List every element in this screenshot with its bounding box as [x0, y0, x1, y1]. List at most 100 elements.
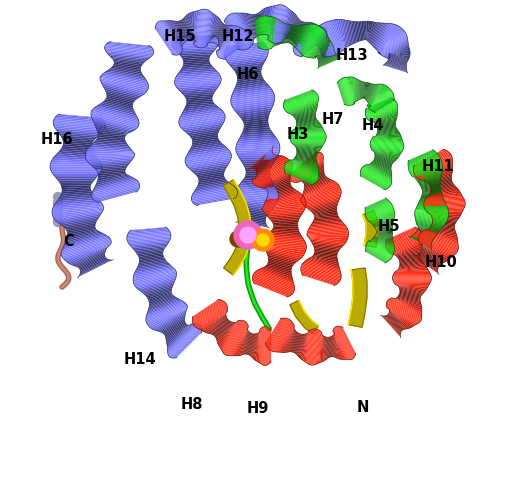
Polygon shape: [236, 201, 276, 207]
Polygon shape: [294, 25, 302, 47]
Polygon shape: [371, 84, 383, 107]
Polygon shape: [269, 319, 290, 350]
Polygon shape: [310, 224, 345, 228]
Polygon shape: [78, 260, 112, 277]
Polygon shape: [285, 329, 295, 352]
Polygon shape: [225, 18, 242, 50]
Polygon shape: [296, 154, 316, 159]
Polygon shape: [94, 165, 128, 169]
Polygon shape: [416, 209, 448, 211]
Polygon shape: [390, 298, 422, 317]
Polygon shape: [290, 300, 318, 334]
Polygon shape: [343, 78, 352, 105]
Polygon shape: [336, 19, 345, 49]
Polygon shape: [174, 330, 202, 358]
Polygon shape: [264, 238, 305, 243]
Polygon shape: [417, 224, 441, 230]
Polygon shape: [290, 135, 326, 136]
Text: H13: H13: [336, 48, 369, 63]
Polygon shape: [241, 330, 248, 355]
Polygon shape: [239, 110, 271, 117]
Polygon shape: [393, 274, 431, 275]
Polygon shape: [282, 10, 291, 41]
Polygon shape: [292, 143, 324, 145]
Polygon shape: [160, 21, 182, 53]
Polygon shape: [337, 82, 345, 105]
Polygon shape: [226, 17, 243, 50]
Polygon shape: [421, 252, 440, 266]
Polygon shape: [100, 77, 149, 88]
Polygon shape: [92, 182, 139, 197]
Polygon shape: [308, 329, 313, 364]
Polygon shape: [386, 306, 418, 324]
Polygon shape: [148, 298, 177, 310]
Polygon shape: [388, 45, 409, 59]
Polygon shape: [389, 58, 407, 64]
Text: H4: H4: [362, 118, 384, 133]
Polygon shape: [424, 202, 465, 205]
Polygon shape: [315, 330, 320, 365]
Polygon shape: [64, 221, 96, 228]
Polygon shape: [207, 16, 218, 44]
Polygon shape: [409, 158, 441, 173]
Polygon shape: [253, 157, 287, 179]
Polygon shape: [389, 311, 406, 329]
Polygon shape: [347, 77, 355, 104]
Polygon shape: [319, 54, 337, 63]
Polygon shape: [236, 221, 268, 228]
Polygon shape: [386, 302, 420, 322]
Polygon shape: [370, 23, 381, 44]
Polygon shape: [307, 233, 349, 236]
Polygon shape: [290, 20, 301, 40]
Polygon shape: [424, 230, 458, 243]
Polygon shape: [195, 10, 201, 46]
Polygon shape: [338, 81, 347, 105]
Polygon shape: [365, 200, 389, 212]
Polygon shape: [268, 260, 292, 268]
Polygon shape: [243, 13, 253, 41]
Polygon shape: [244, 332, 251, 354]
Polygon shape: [241, 160, 276, 162]
Polygon shape: [66, 225, 95, 231]
Polygon shape: [203, 10, 209, 48]
Polygon shape: [302, 332, 309, 361]
Polygon shape: [54, 118, 105, 124]
Polygon shape: [134, 268, 174, 276]
Polygon shape: [316, 49, 334, 57]
Polygon shape: [373, 221, 394, 226]
Polygon shape: [393, 275, 431, 276]
Polygon shape: [365, 251, 386, 263]
Polygon shape: [188, 145, 226, 152]
Polygon shape: [156, 26, 175, 55]
Polygon shape: [387, 308, 416, 326]
Polygon shape: [291, 142, 325, 143]
Polygon shape: [374, 99, 394, 112]
Circle shape: [257, 234, 269, 246]
Polygon shape: [302, 24, 314, 55]
Polygon shape: [258, 330, 260, 362]
Polygon shape: [365, 84, 373, 99]
Polygon shape: [108, 54, 149, 59]
Polygon shape: [371, 217, 395, 222]
Polygon shape: [277, 6, 286, 43]
Polygon shape: [184, 59, 209, 63]
Polygon shape: [258, 17, 263, 49]
Polygon shape: [333, 332, 344, 360]
Polygon shape: [386, 233, 422, 250]
Polygon shape: [376, 228, 393, 231]
Polygon shape: [385, 63, 407, 70]
Polygon shape: [246, 333, 252, 354]
Polygon shape: [189, 13, 195, 42]
Polygon shape: [212, 318, 228, 335]
Polygon shape: [164, 21, 183, 50]
Polygon shape: [62, 185, 90, 188]
Polygon shape: [300, 165, 324, 182]
Polygon shape: [365, 251, 386, 263]
Polygon shape: [255, 14, 260, 35]
Polygon shape: [371, 147, 402, 151]
Polygon shape: [418, 227, 437, 236]
Polygon shape: [241, 217, 266, 223]
Polygon shape: [291, 26, 298, 44]
Polygon shape: [61, 147, 93, 152]
Polygon shape: [303, 194, 341, 206]
